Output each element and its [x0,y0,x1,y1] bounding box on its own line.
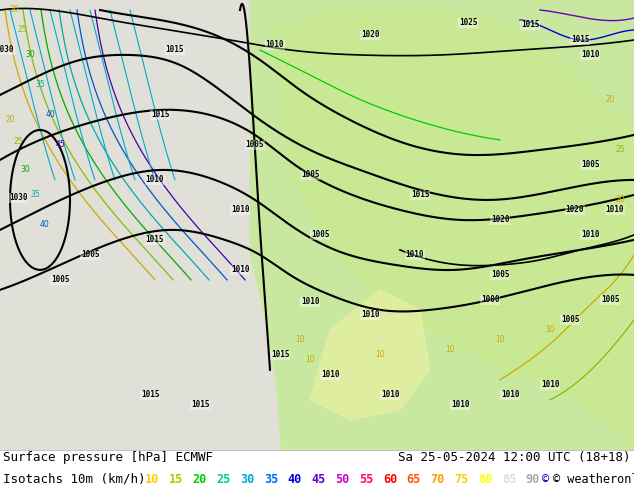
Text: 1000: 1000 [481,295,499,304]
Text: 1005: 1005 [581,160,599,170]
Text: 75: 75 [455,473,469,486]
Text: 1010: 1010 [146,175,164,184]
Text: 25: 25 [216,473,231,486]
Text: 1015: 1015 [271,350,289,359]
Text: 90: 90 [526,473,540,486]
Text: 35: 35 [35,80,45,90]
Polygon shape [250,0,634,450]
Text: 55: 55 [359,473,373,486]
Text: 1010: 1010 [581,230,599,240]
Text: 40: 40 [45,110,55,120]
Text: 35: 35 [264,473,278,486]
Text: 40: 40 [288,473,302,486]
Text: 1030: 1030 [9,194,27,202]
Text: 25: 25 [13,137,23,147]
Text: 1010: 1010 [451,400,469,409]
Text: 1010: 1010 [321,370,339,379]
Text: 10: 10 [545,325,555,334]
Text: 20: 20 [5,116,15,124]
Text: 1005: 1005 [81,250,100,259]
Text: 1015: 1015 [141,391,159,399]
Text: 20: 20 [615,196,625,204]
Text: 1015: 1015 [191,400,209,409]
Text: 30: 30 [20,166,30,174]
Text: 1025: 1025 [459,19,477,27]
Text: 1005: 1005 [51,275,69,284]
Text: 1010: 1010 [361,310,379,319]
Text: 60: 60 [383,473,397,486]
Text: 1015: 1015 [146,235,164,245]
Text: 1005: 1005 [311,230,329,240]
Text: 45: 45 [55,141,65,149]
Text: 1010: 1010 [541,380,559,390]
Text: 65: 65 [406,473,421,486]
Text: 25: 25 [615,146,625,154]
Text: 1005: 1005 [601,295,619,304]
Text: © weatheronline.co.uk: © weatheronline.co.uk [553,473,634,486]
Text: Isotachs 10m (km/h): Isotachs 10m (km/h) [3,473,145,486]
Text: 40: 40 [40,220,50,229]
Text: 1010: 1010 [406,250,424,259]
Text: 35: 35 [30,191,40,199]
Text: 20: 20 [9,5,19,15]
Text: 1010: 1010 [301,297,320,306]
Text: 1015: 1015 [521,21,540,29]
Polygon shape [310,290,430,420]
Text: 15: 15 [169,473,183,486]
Text: Sa 25-05-2024 12:00 UTC (18+18): Sa 25-05-2024 12:00 UTC (18+18) [399,451,631,464]
Text: 10: 10 [375,350,385,359]
Text: 1030: 1030 [0,46,14,54]
Polygon shape [280,0,634,450]
Text: 45: 45 [311,473,326,486]
Text: 1010: 1010 [501,391,519,399]
Text: 50: 50 [335,473,349,486]
Text: 1005: 1005 [560,316,579,324]
Text: 1015: 1015 [151,110,169,120]
Polygon shape [0,0,250,450]
Text: 30: 30 [25,50,35,59]
Text: ©: © [542,473,549,486]
Polygon shape [0,0,280,450]
Text: 10: 10 [145,473,159,486]
Text: 30: 30 [240,473,254,486]
Text: 10: 10 [295,335,305,344]
Text: 10: 10 [445,345,455,354]
Text: 1015: 1015 [411,191,429,199]
Polygon shape [270,5,634,450]
Text: 1010: 1010 [231,205,249,215]
Text: 20: 20 [605,96,615,104]
Text: 1005: 1005 [301,171,320,179]
Text: 85: 85 [502,473,516,486]
Text: 1020: 1020 [491,216,509,224]
Text: Surface pressure [hPa] ECMWF: Surface pressure [hPa] ECMWF [3,451,213,464]
Text: 80: 80 [478,473,493,486]
Text: 1015: 1015 [571,35,589,45]
Text: 1010: 1010 [581,50,599,59]
Text: 10: 10 [495,335,505,344]
Text: 20: 20 [193,473,207,486]
Text: 25: 25 [17,25,27,34]
Text: 1010: 1010 [231,266,249,274]
Text: 1010: 1010 [605,205,624,215]
Text: 1020: 1020 [566,205,585,215]
Text: 10: 10 [305,355,315,365]
Text: 70: 70 [430,473,444,486]
Text: 1010: 1010 [266,41,284,49]
Text: 1005: 1005 [491,270,509,279]
Text: 1015: 1015 [165,46,184,54]
Text: 1020: 1020 [361,30,379,40]
Text: 1005: 1005 [246,141,264,149]
Text: 1010: 1010 [381,391,399,399]
